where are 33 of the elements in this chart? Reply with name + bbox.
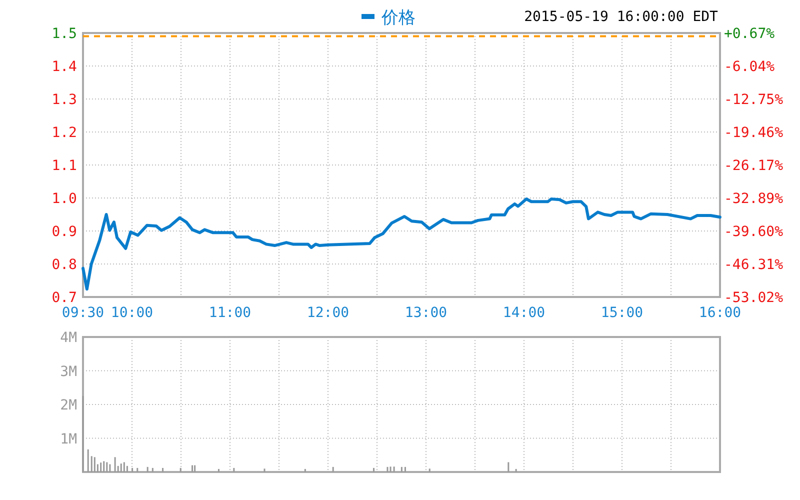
y-tick-label: 1M <box>60 431 77 448</box>
y-tick-label: 0.9 <box>52 224 77 240</box>
chart-subtitle: 2015-05-19 16:00:00 EDT <box>524 9 719 25</box>
y-tick-label: 4M <box>60 330 77 346</box>
line-series <box>82 197 722 291</box>
y2-tick-label: -53.02% <box>724 290 784 306</box>
legend-label: 价格 <box>380 8 416 28</box>
y-tick-label: 3M <box>60 364 77 380</box>
y-tick-label: 0.8 <box>52 257 77 273</box>
y-tick-label: 2M <box>60 398 77 414</box>
y-tick-label: 1.2 <box>52 125 77 141</box>
y2-tick-label: -32.89% <box>724 191 784 208</box>
y-tick-label: 1.5 <box>52 26 77 42</box>
x-tick-label: 11:00 <box>208 305 252 321</box>
y-tick-label: 1.0 <box>52 191 77 207</box>
x-tick-label: 09:30 <box>62 305 104 321</box>
y-tick-label: 1.3 <box>52 92 77 108</box>
x-tick-label: 15:00 <box>600 305 644 321</box>
y2-tick-label: -6.04% <box>724 58 776 75</box>
y2-tick-label: -46.31% <box>724 257 784 274</box>
y2-tick-label: -12.75% <box>724 92 784 108</box>
x-tick-label: 16:00 <box>698 305 742 321</box>
x-tick-label: 12:00 <box>306 305 350 321</box>
x-tick-label: 10:00 <box>110 305 154 321</box>
y2-tick-label: +0.67% <box>724 26 776 42</box>
x-tick-label: 13:00 <box>404 305 448 321</box>
y2-tick-label: -19.46% <box>724 124 784 141</box>
y2-tick-label: -26.17% <box>724 158 784 174</box>
y2-tick-label: -39.60% <box>724 224 784 240</box>
y-tick-label: 1.4 <box>52 59 77 75</box>
x-tick-label: 14:00 <box>502 305 546 321</box>
y-tick-label: 0.7 <box>52 290 77 306</box>
y-tick-label: 1.1 <box>52 158 77 174</box>
